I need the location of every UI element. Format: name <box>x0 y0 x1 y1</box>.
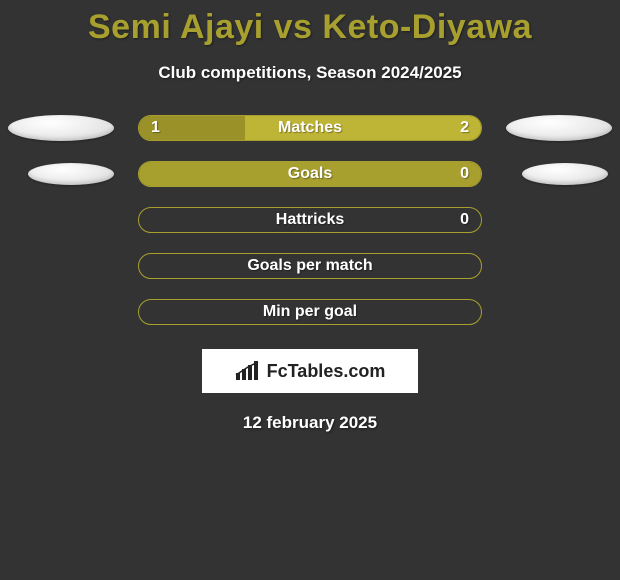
category-label: Goals per match <box>247 257 372 275</box>
stat-bar: 1 2 Matches <box>138 115 482 141</box>
source-logo: FcTables.com <box>202 349 418 393</box>
comparison-row: 0 Hattricks <box>0 207 620 233</box>
date-label: 12 february 2025 <box>243 413 377 433</box>
category-label: Hattricks <box>276 211 344 229</box>
comparison-rows: 1 2 Matches 0 Goals 0 Hattricks Goals per match… <box>0 115 620 325</box>
comparison-row: Goals per match <box>0 253 620 279</box>
category-label: Min per goal <box>263 303 357 321</box>
player-right-orb <box>506 115 612 141</box>
value-right: 0 <box>460 211 469 229</box>
value-right: 0 <box>460 165 469 183</box>
logo-text: FcTables.com <box>267 361 386 382</box>
player-right-orb <box>522 163 608 185</box>
player-left-orb <box>8 115 114 141</box>
stat-bar: 0 Hattricks <box>138 207 482 233</box>
comparison-row: 0 Goals <box>0 161 620 187</box>
stat-bar: 0 Goals <box>138 161 482 187</box>
bar-chart-icon <box>235 361 261 381</box>
player-left-orb <box>28 163 114 185</box>
value-right: 2 <box>460 119 469 137</box>
page-title: Semi Ajayi vs Keto-Diyawa <box>88 8 532 47</box>
comparison-infographic: Semi Ajayi vs Keto-Diyawa Club competiti… <box>0 0 620 433</box>
category-label: Goals <box>288 165 332 183</box>
comparison-row: 1 2 Matches <box>0 115 620 141</box>
stat-bar: Goals per match <box>138 253 482 279</box>
stat-bar: Min per goal <box>138 299 482 325</box>
subtitle: Club competitions, Season 2024/2025 <box>158 63 461 83</box>
category-label: Matches <box>278 119 342 137</box>
value-left: 1 <box>151 119 160 137</box>
comparison-row: Min per goal <box>0 299 620 325</box>
